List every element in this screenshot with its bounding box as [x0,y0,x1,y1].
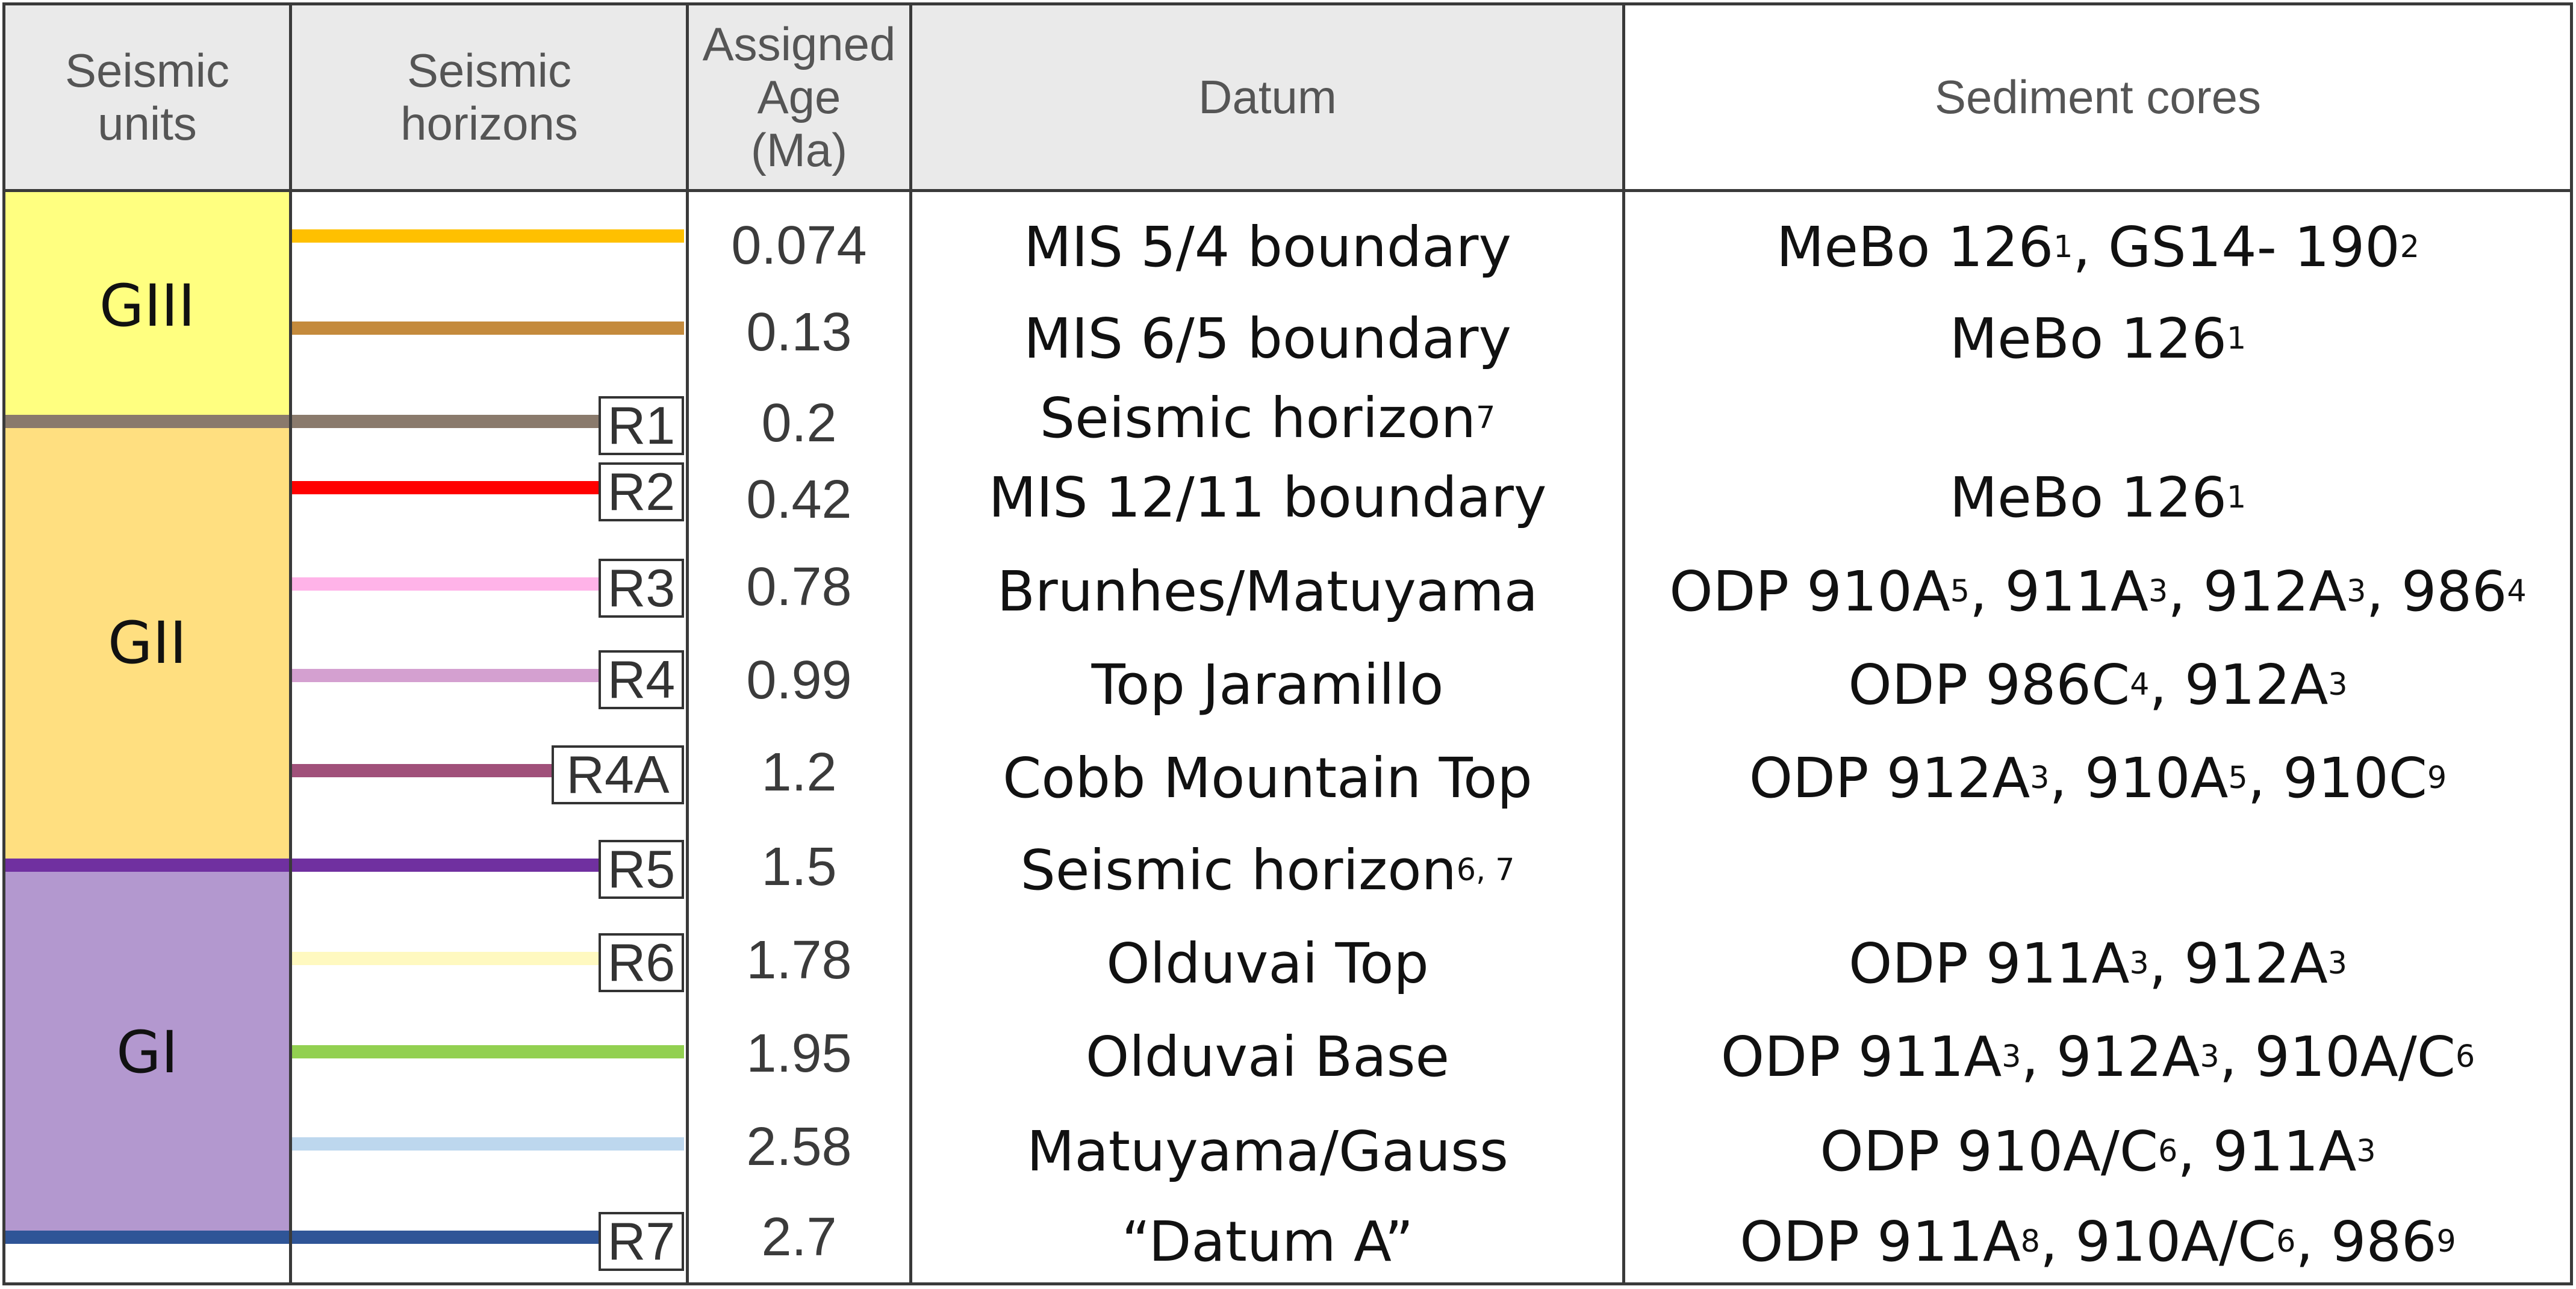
horizon-line-r6 [291,952,599,965]
table-border-right [2570,2,2573,1285]
sediment-cores-value: MeBo 126 1 [1949,306,2247,371]
unit-block-gii [4,421,291,864]
sediment-cores-value: MeBo 126 1 [1949,465,2247,530]
horizon-label-r3: R3 [599,558,684,618]
age-value: 0.13 [746,302,852,362]
header-seismic-units: Seismic units [64,44,230,150]
sediment-cores-value: ODP 911A 8, 910A/C 6, 986 9 [1740,1209,2456,1274]
header-divider [2,189,2572,192]
unit-label-gi: GI [116,1018,178,1086]
horizon-line-r3 [291,577,599,591]
datum-value: Brunhes/Matuyama [997,559,1538,624]
datum-value: MIS 5/4 boundary [1024,214,1511,279]
horizon-line [291,321,684,335]
age-value: 0.99 [746,650,852,710]
age-value: 0.42 [746,469,852,530]
horizon-label-r4a: R4A [552,745,684,804]
table-border-bottom [2,1282,2572,1285]
table-border-top [2,2,2572,5]
horizon-line-r1 [4,415,599,428]
horizon-line-r4a [291,764,552,777]
horizon-label-r7: R7 [599,1211,684,1271]
column-divider-units [289,2,292,1285]
datum-value: Olduvai Top [1106,931,1429,996]
datum-value: Seismic horizon 7 [1039,385,1496,450]
horizon-line-r7 [4,1231,599,1244]
header-assigned-age: Assigned Age (Ma) [702,17,896,176]
age-value: 1.5 [761,836,837,897]
horizon-line-r2 [291,481,599,494]
age-value: 0.074 [731,215,867,276]
header-datum: Datum [1198,70,1337,123]
horizon-label-r4: R4 [599,650,684,709]
sediment-cores-value: MeBo 126 1, GS14- 190 2 [1776,214,2419,279]
datum-value: Seismic horizon 6, 7 [1020,837,1515,902]
column-divider-datum [1622,2,1625,1285]
sediment-cores-value: ODP 910A/C 6, 911A 3 [1820,1119,2376,1184]
column-divider-age [909,2,912,1285]
horizon-label-r5: R5 [599,839,684,899]
sediment-cores-value: ODP 986C 4, 912A 3 [1848,652,2348,717]
header-seismic-horizons: Seismic horizons [400,44,578,150]
table-border-left [2,2,5,1285]
header-sediment-cores: Sediment cores [1935,70,2261,123]
horizon-label-r2: R2 [599,462,684,521]
age-value: 1.95 [746,1023,852,1084]
horizon-label-r6: R6 [599,933,684,992]
age-value: 1.78 [746,930,852,990]
sediment-cores-value: ODP 911A 3, 912A 3 [1849,931,2347,996]
unit-label-giii: GIII [99,272,196,340]
age-value: 0.2 [761,393,837,453]
column-divider-horizons [686,2,689,1285]
sediment-cores-value: ODP 910A 5, 911A 3, 912A 3, 986 4 [1669,559,2527,624]
age-value: 1.2 [761,742,837,803]
datum-value: Top Jaramillo [1091,652,1444,717]
horizon-line-r4 [291,669,599,682]
datum-value: Cobb Mountain Top [1003,745,1532,810]
datum-value: “Datum A” [1121,1209,1414,1274]
horizon-line [291,1137,684,1151]
horizon-line [291,229,684,243]
horizon-line-r5 [4,859,599,872]
unit-label-gii: GII [107,609,187,677]
age-value: 2.7 [761,1207,837,1267]
horizon-label-r1: R1 [599,396,684,455]
sediment-cores-value: ODP 912A 3, 910A 5, 910C 9 [1749,745,2447,810]
datum-value: MIS 6/5 boundary [1024,306,1511,371]
age-value: 2.58 [746,1116,852,1177]
unit-block-giii [4,191,291,420]
header-background [4,4,1625,190]
datum-value: Olduvai Base [1085,1024,1450,1089]
sediment-cores-value: ODP 911A 3, 912A 3, 910A/C 6 [1720,1024,2475,1089]
age-value: 0.78 [746,556,852,617]
unit-block-gi [4,865,291,1239]
datum-value: Matuyama/Gauss [1027,1119,1508,1184]
datum-value: MIS 12/11 boundary [988,465,1547,530]
horizon-line [291,1045,684,1058]
